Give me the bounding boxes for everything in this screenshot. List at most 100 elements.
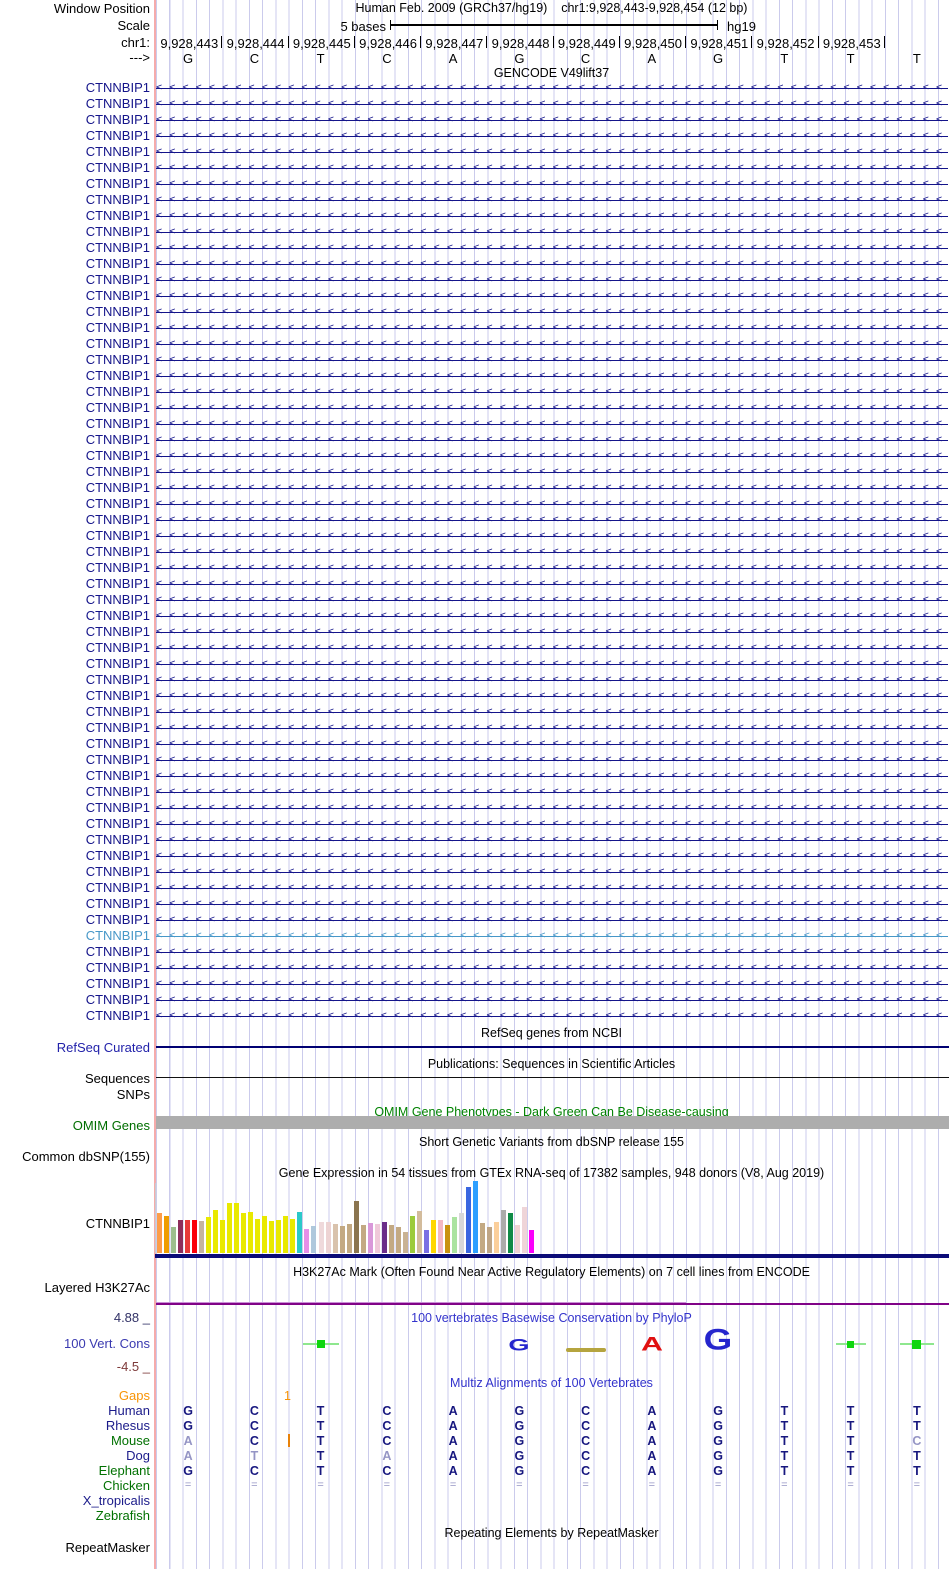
gene-row-label[interactable]: CTNNBIP1 [85,384,150,399]
gene-row-label[interactable]: CTNNBIP1 [85,80,150,95]
h3k27ac-track-label[interactable]: Layered H3K27Ac [44,1280,150,1295]
gtex-tissue-bar[interactable] [157,1213,162,1253]
gene-row-strand-arrows[interactable]: <<<<<<<<<<<<<<<<<<<<<<<<<<<<<<<<<<<<<<<<… [156,898,949,909]
multiz-species-label[interactable]: Dog [126,1448,150,1463]
gtex-tissue-bar[interactable] [206,1217,212,1253]
gtex-tissue-bar[interactable] [444,1225,450,1253]
gene-row-strand-arrows[interactable]: <<<<<<<<<<<<<<<<<<<<<<<<<<<<<<<<<<<<<<<<… [156,610,949,621]
gtex-tissue-bar[interactable] [465,1187,471,1253]
gene-row-strand-arrows[interactable]: <<<<<<<<<<<<<<<<<<<<<<<<<<<<<<<<<<<<<<<<… [156,194,949,205]
gene-row-label[interactable]: CTNNBIP1 [85,832,150,847]
gene-row-strand-arrows[interactable]: <<<<<<<<<<<<<<<<<<<<<<<<<<<<<<<<<<<<<<<<… [156,546,949,557]
gene-row-strand-arrows[interactable]: <<<<<<<<<<<<<<<<<<<<<<<<<<<<<<<<<<<<<<<<… [156,498,949,509]
gtex-tissue-bar[interactable] [515,1225,520,1253]
gene-row-strand-arrows[interactable]: <<<<<<<<<<<<<<<<<<<<<<<<<<<<<<<<<<<<<<<<… [156,130,949,141]
gene-row-strand-arrows[interactable]: <<<<<<<<<<<<<<<<<<<<<<<<<<<<<<<<<<<<<<<<… [156,370,949,381]
gtex-tissue-bar[interactable] [178,1220,184,1253]
gene-row-strand-arrows[interactable]: <<<<<<<<<<<<<<<<<<<<<<<<<<<<<<<<<<<<<<<<… [156,690,949,701]
gene-row-strand-arrows[interactable]: <<<<<<<<<<<<<<<<<<<<<<<<<<<<<<<<<<<<<<<<… [156,770,949,781]
gene-row-label[interactable]: CTNNBIP1 [85,624,150,639]
multiz-species-label[interactable]: Chicken [103,1478,150,1493]
gene-row-strand-arrows[interactable]: <<<<<<<<<<<<<<<<<<<<<<<<<<<<<<<<<<<<<<<<… [156,578,949,589]
gene-row-label[interactable]: CTNNBIP1 [85,400,150,415]
gene-row-label[interactable]: CTNNBIP1 [85,320,150,335]
gtex-tissue-bar[interactable] [185,1220,191,1253]
gene-row-strand-arrows[interactable]: <<<<<<<<<<<<<<<<<<<<<<<<<<<<<<<<<<<<<<<<… [156,674,949,685]
sequences-track-line[interactable] [156,1077,949,1078]
gene-row-strand-arrows[interactable]: <<<<<<<<<<<<<<<<<<<<<<<<<<<<<<<<<<<<<<<<… [156,386,949,397]
gene-row-strand-arrows[interactable]: <<<<<<<<<<<<<<<<<<<<<<<<<<<<<<<<<<<<<<<<… [156,834,949,845]
gtex-tissue-bar[interactable] [164,1216,169,1253]
gene-row-strand-arrows[interactable]: <<<<<<<<<<<<<<<<<<<<<<<<<<<<<<<<<<<<<<<<… [156,450,949,461]
gene-row-label[interactable]: CTNNBIP1 [85,704,150,719]
gtex-tissue-bar[interactable] [486,1227,492,1253]
gene-row-label[interactable]: CTNNBIP1 [85,608,150,623]
gtex-tissue-bar[interactable] [332,1224,338,1253]
gene-row-label[interactable]: CTNNBIP1 [85,96,150,111]
gene-row-label[interactable]: CTNNBIP1 [85,896,150,911]
gene-row-strand-arrows[interactable]: <<<<<<<<<<<<<<<<<<<<<<<<<<<<<<<<<<<<<<<<… [156,146,949,157]
gtex-tissue-bar[interactable] [346,1224,352,1253]
gene-row-label[interactable]: CTNNBIP1 [85,640,150,655]
gtex-tissue-bar[interactable] [501,1210,506,1253]
gtex-tissue-bar[interactable] [353,1201,359,1253]
gene-row-strand-arrows[interactable]: <<<<<<<<<<<<<<<<<<<<<<<<<<<<<<<<<<<<<<<<… [156,642,949,653]
gene-row-strand-arrows[interactable]: <<<<<<<<<<<<<<<<<<<<<<<<<<<<<<<<<<<<<<<<… [156,98,949,109]
gene-row-label[interactable]: CTNNBIP1 [85,432,150,447]
gene-row-label[interactable]: CTNNBIP1 [85,208,150,223]
gene-row-label[interactable]: CTNNBIP1 [85,848,150,863]
gtex-tissue-bar[interactable] [479,1223,485,1253]
gene-row-label[interactable]: CTNNBIP1 [85,976,150,991]
gene-row-strand-arrows[interactable]: <<<<<<<<<<<<<<<<<<<<<<<<<<<<<<<<<<<<<<<<… [156,274,949,285]
gtex-tissue-bar[interactable] [416,1211,422,1253]
gtex-tissue-bar[interactable] [311,1226,317,1253]
gene-row-label[interactable]: CTNNBIP1 [85,944,150,959]
gtex-tissue-bar[interactable] [430,1220,436,1253]
gene-row-strand-arrows[interactable]: <<<<<<<<<<<<<<<<<<<<<<<<<<<<<<<<<<<<<<<<… [156,706,949,717]
multiz-species-label[interactable]: Rhesus [105,1418,150,1433]
gtex-tissue-bar[interactable] [241,1213,247,1253]
gene-row-label[interactable]: CTNNBIP1 [85,256,150,271]
gtex-tissue-bar[interactable] [213,1210,219,1253]
gene-row-strand-arrows[interactable]: <<<<<<<<<<<<<<<<<<<<<<<<<<<<<<<<<<<<<<<<… [156,178,949,189]
gene-row-strand-arrows[interactable]: <<<<<<<<<<<<<<<<<<<<<<<<<<<<<<<<<<<<<<<<… [156,258,949,269]
multiz-species-label[interactable]: X_tropicalis [82,1493,150,1508]
gtex-tissue-bar[interactable] [276,1220,282,1253]
gene-row-label[interactable]: CTNNBIP1 [85,768,150,783]
gene-row-label[interactable]: CTNNBIP1 [85,656,150,671]
gene-row-strand-arrows[interactable]: <<<<<<<<<<<<<<<<<<<<<<<<<<<<<<<<<<<<<<<<… [156,802,949,813]
gene-row-strand-arrows[interactable]: <<<<<<<<<<<<<<<<<<<<<<<<<<<<<<<<<<<<<<<<… [156,530,949,541]
gene-row-label[interactable]: CTNNBIP1 [85,928,150,943]
gtex-tissue-bar[interactable] [508,1213,513,1253]
gene-row-strand-arrows[interactable]: <<<<<<<<<<<<<<<<<<<<<<<<<<<<<<<<<<<<<<<<… [156,1010,949,1021]
gene-row-label[interactable]: CTNNBIP1 [85,544,150,559]
gtex-tissue-bar[interactable] [192,1220,198,1253]
gene-row-label[interactable]: CTNNBIP1 [85,688,150,703]
gene-row-strand-arrows[interactable]: <<<<<<<<<<<<<<<<<<<<<<<<<<<<<<<<<<<<<<<<… [156,322,949,333]
refseq-curated-track-label[interactable]: RefSeq Curated [56,1040,150,1055]
gtex-tissue-bar[interactable] [171,1227,176,1253]
gtex-tissue-bar[interactable] [451,1217,457,1253]
gtex-tissue-bar[interactable] [339,1226,345,1253]
gene-row-strand-arrows[interactable]: <<<<<<<<<<<<<<<<<<<<<<<<<<<<<<<<<<<<<<<<… [156,818,949,829]
gene-row-label[interactable]: CTNNBIP1 [85,512,150,527]
gtex-tissue-bar[interactable] [374,1224,380,1253]
gtex-tissue-bar[interactable] [234,1203,240,1253]
gene-row-strand-arrows[interactable]: <<<<<<<<<<<<<<<<<<<<<<<<<<<<<<<<<<<<<<<<… [156,738,949,749]
gene-row-strand-arrows[interactable]: <<<<<<<<<<<<<<<<<<<<<<<<<<<<<<<<<<<<<<<<… [156,434,949,445]
gene-row-strand-arrows[interactable]: <<<<<<<<<<<<<<<<<<<<<<<<<<<<<<<<<<<<<<<<… [156,962,949,973]
gtex-tissue-bar[interactable] [402,1232,408,1253]
gene-row-label[interactable]: CTNNBIP1 [85,960,150,975]
gtex-tissue-bar[interactable] [522,1207,527,1253]
gene-row-label[interactable]: CTNNBIP1 [85,816,150,831]
multiz-species-label[interactable]: Elephant [98,1463,150,1478]
gene-row-label[interactable]: CTNNBIP1 [85,800,150,815]
gene-row-label[interactable]: CTNNBIP1 [85,1008,150,1023]
gene-row-label[interactable]: CTNNBIP1 [85,992,150,1007]
gtex-tissue-bar[interactable] [367,1223,373,1253]
gtex-tissue-bar[interactable] [381,1222,387,1253]
multiz-species-label[interactable]: Gaps [118,1388,150,1403]
gene-row-strand-arrows[interactable]: <<<<<<<<<<<<<<<<<<<<<<<<<<<<<<<<<<<<<<<<… [156,914,949,925]
gene-row-label[interactable]: CTNNBIP1 [85,240,150,255]
gene-row-label[interactable]: CTNNBIP1 [85,528,150,543]
